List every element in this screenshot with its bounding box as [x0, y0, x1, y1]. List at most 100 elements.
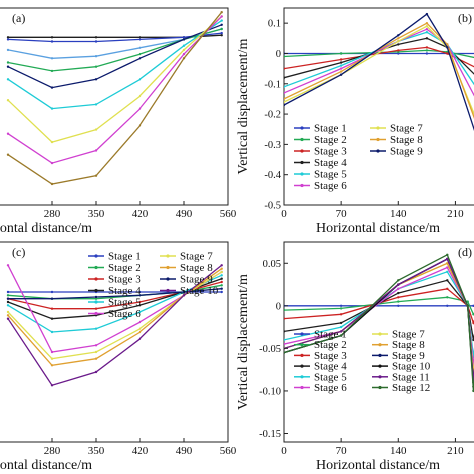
legend-entry: Stage 4	[314, 157, 347, 169]
series-line-stage-9	[284, 258, 474, 383]
data-point	[397, 279, 400, 282]
data-point	[94, 40, 98, 43]
data-point	[397, 291, 400, 295]
data-point	[220, 31, 223, 35]
series-line-stage-6	[284, 28, 474, 97]
legend-marker	[376, 126, 380, 130]
data-point	[182, 290, 186, 294]
data-point	[6, 264, 10, 267]
data-point	[220, 264, 223, 267]
data-point	[284, 76, 286, 79]
series-line-curve-5	[7, 24, 222, 89]
data-point	[425, 12, 429, 16]
legend-marker	[300, 126, 304, 130]
series-line-stage-5	[7, 274, 222, 333]
data-point	[6, 99, 10, 102]
data-point	[50, 290, 54, 294]
x-tick-label: 350	[88, 208, 105, 220]
panel-b: 0701402102800.10-0.1-0.2-0.3-0.4-0.5Hori…	[236, 7, 474, 236]
legend-entry: Stage 9	[390, 146, 423, 158]
data-point	[220, 287, 223, 290]
data-point	[446, 262, 449, 265]
data-point	[94, 357, 98, 360]
y-tick-label: -0.05	[259, 344, 281, 355]
data-point	[50, 69, 54, 73]
data-point	[425, 28, 429, 31]
data-point	[138, 290, 142, 294]
legend-marker	[166, 277, 170, 281]
data-point	[339, 61, 343, 64]
data-point	[50, 182, 54, 186]
legend-marker	[378, 385, 382, 390]
x-tick-label: 560	[220, 208, 237, 220]
data-point	[339, 73, 343, 76]
data-point	[397, 40, 400, 43]
data-point	[397, 304, 400, 307]
x-tick-label: 560	[220, 445, 237, 457]
legend-marker	[300, 385, 304, 390]
x-tick-label: 350	[88, 445, 105, 457]
data-point	[6, 314, 10, 317]
data-point	[220, 11, 223, 14]
data-point	[425, 22, 429, 25]
data-point	[397, 300, 400, 303]
data-point	[284, 85, 286, 88]
legend-marker	[378, 364, 382, 368]
legend-marker	[300, 343, 304, 347]
data-point	[446, 257, 449, 261]
data-point	[220, 270, 223, 274]
series-group	[6, 264, 223, 387]
data-point	[94, 65, 98, 68]
legend-marker	[300, 364, 304, 368]
data-point	[397, 49, 400, 52]
legend-marker	[166, 265, 170, 270]
legend-marker	[300, 149, 304, 153]
data-point	[94, 103, 98, 106]
data-point	[50, 307, 54, 310]
y-tick-label: 0.05	[263, 259, 281, 270]
series-line-stage-2	[284, 49, 474, 59]
legend-entry: Stage 1	[108, 251, 141, 263]
x-axis-label: Horizontal distance/m	[0, 458, 92, 473]
series-line-stage-10	[284, 258, 474, 387]
data-point	[446, 296, 449, 299]
series-line-curve-8	[7, 15, 223, 164]
data-point	[138, 46, 142, 49]
data-point	[339, 70, 343, 73]
data-point	[138, 57, 142, 60]
data-point	[339, 325, 343, 329]
y-tick-label: -0.5	[264, 201, 281, 212]
series-line-curve-7	[7, 15, 223, 143]
x-tick-label: 0	[281, 445, 287, 457]
legend-marker	[376, 137, 380, 142]
data-point	[284, 97, 286, 101]
legend-entry: Stage 3	[314, 146, 347, 158]
data-point	[284, 317, 286, 320]
legend-entry: Stage 7	[180, 251, 213, 263]
legend-marker	[166, 254, 170, 258]
y-tick-label: -0.10	[259, 386, 281, 397]
legend-entry: Stage 3	[314, 350, 347, 362]
x-tick-label: 140	[390, 445, 407, 457]
data-point	[6, 65, 10, 68]
legend-marker	[378, 343, 382, 347]
data-point	[94, 174, 98, 177]
legend-entry: Stage 10	[180, 285, 219, 297]
x-tick-label: 490	[176, 208, 193, 220]
data-point	[446, 279, 449, 282]
plot-frame	[0, 241, 229, 443]
series-line-stage-3	[284, 288, 474, 325]
data-point	[6, 300, 10, 304]
data-point	[182, 57, 186, 60]
data-point	[425, 52, 429, 55]
data-point	[6, 48, 10, 52]
data-point	[284, 308, 286, 312]
data-point	[466, 304, 469, 307]
data-point	[425, 31, 429, 34]
legend-marker	[300, 375, 304, 379]
plot-frame	[283, 241, 474, 443]
legend-entry: Stage 4	[108, 285, 141, 297]
data-point	[284, 330, 286, 333]
